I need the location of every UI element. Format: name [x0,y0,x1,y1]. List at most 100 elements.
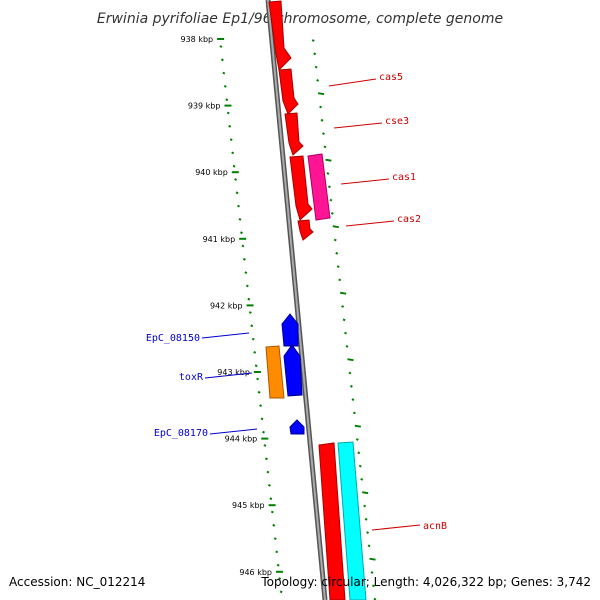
ruler-dot [347,358,354,362]
ruler-dot [267,484,271,487]
reverse-gene-labels: EpC_08150 toxR EpC_08170 [146,332,258,439]
ruler-dot [336,265,340,268]
ruler-dot [326,172,330,175]
gene-arrow-acnB-partner[interactable] [337,441,367,600]
ruler-dot [325,158,332,162]
footer-accession: Accession: NC_012214 [9,575,145,589]
ruler-dot [355,438,359,441]
ruler-dot [259,404,263,407]
ruler-tick-label: 941 kbp [203,235,236,244]
gene-arrow-EpC_08170[interactable] [289,419,305,435]
ruler-dot [348,371,352,375]
ruler-dot [352,411,356,415]
gene-arrow-cas1-partner[interactable] [307,153,331,221]
map-title: Erwinia pyrifoliae Ep1/96 chromosome, co… [97,11,503,27]
ruler-dot [344,331,348,335]
ruler-dot [253,351,257,354]
ruler-dot [232,164,236,168]
ruler-dot [349,384,353,388]
gene-arrow-cas5[interactable] [278,68,299,115]
gene-arrow-toxR[interactable] [283,344,303,397]
ruler-dot [228,124,232,128]
ruler-dots-left [219,45,283,594]
ruler-dot [269,497,273,501]
gene-label-EpC_08150[interactable]: EpC_08150 [146,333,200,344]
ruler-dot [229,138,233,141]
ruler-dot [278,577,282,580]
gene-arrow-acnB[interactable] [318,442,346,600]
ruler-dot [248,311,252,314]
gene-label-EpC_08170[interactable]: EpC_08170 [154,428,208,439]
ruler-dot [266,470,270,474]
ruler-dot [270,510,274,514]
gene-arrow-cas-top[interactable] [268,0,292,72]
ruler-dot [241,244,245,248]
ruler-dot [330,212,334,215]
ruler-dot [320,118,324,122]
gene-label-cas1[interactable]: cas1 [392,172,416,183]
gene-label-toxR[interactable]: toxR [179,372,204,383]
ruler-dot [317,92,325,96]
ruler-dot [339,291,347,295]
ruler-tick-label: 942 kbp [210,301,243,310]
ruler-dot [354,424,362,428]
ruler-tick-label: 946 kbp [239,568,272,577]
ruler-dot [373,597,377,600]
ruler-dot [363,504,367,508]
ruler-dot [323,145,327,149]
gene-label-cse3[interactable]: cse3 [385,116,409,127]
ruler-dot [370,571,374,574]
ruler-dot [341,305,345,308]
ruler-dot [335,251,339,255]
ruler-tick-label: 940 kbp [195,168,228,177]
gene-arrow-EpC_08150[interactable] [281,313,299,347]
gene-arrow-orange[interactable] [265,345,285,399]
ruler-dot [240,231,243,235]
ruler-dot [254,364,258,368]
ruler-dot [223,85,227,88]
ruler-dot [362,491,369,495]
gene-label-cas2[interactable]: cas2 [397,214,421,225]
ruler-dot [276,563,280,567]
ruler-dot [245,284,249,288]
gene-features [265,0,367,600]
ruler-dot [220,58,224,62]
ruler-dot [319,105,323,109]
ruler-tick-label: 944 kbp [225,435,258,444]
ruler-dot [219,45,223,48]
ruler-dot [226,111,230,115]
ruler-dot [364,517,368,521]
ruler-tick-label: 938 kbp [181,35,214,44]
ruler-dot [275,550,279,554]
ruler-dot [345,345,349,348]
ruler-tick-label: 943 kbp [217,368,250,377]
gene-arrow-cas2[interactable] [297,219,314,241]
ruler-dot [360,478,364,481]
ruler-dot [273,537,277,540]
ruler-dot [264,457,268,461]
kbp-ruler: 938 kbp 939 kbp 940 kbp 941 kbp 942 kbp 943 k… [181,35,283,577]
gene-label-cas5[interactable]: cas5 [379,72,403,83]
ruler-dots-right [311,39,377,600]
ruler-dot [279,590,283,594]
ruler-dot [313,52,317,56]
ruler-dot [314,65,318,69]
gene-arrow-cas1[interactable] [289,155,313,221]
ruler-dot [327,185,331,189]
gene-label-acnB[interactable]: acnB [423,521,447,532]
ruler-dot [357,451,361,455]
ruler-dot [222,71,226,75]
ruler-tick-label: 945 kbp [232,501,265,510]
gene-arrow-cse3[interactable] [284,112,304,156]
ruler-dot [333,238,337,242]
ruler-tick-label: 939 kbp [188,102,221,111]
footer-topology: Topology: circular; Length: 4,026,322 bp… [260,575,591,589]
ruler-dot [358,464,362,468]
ruler-dot [311,39,315,42]
ruler-dot [251,337,255,341]
ruler-dot [244,271,248,274]
forward-gene-labels: cas5 cse3 cas1 cas2 acnB [328,72,447,532]
ruler-dot [238,218,242,221]
ruler-dot [316,79,320,82]
